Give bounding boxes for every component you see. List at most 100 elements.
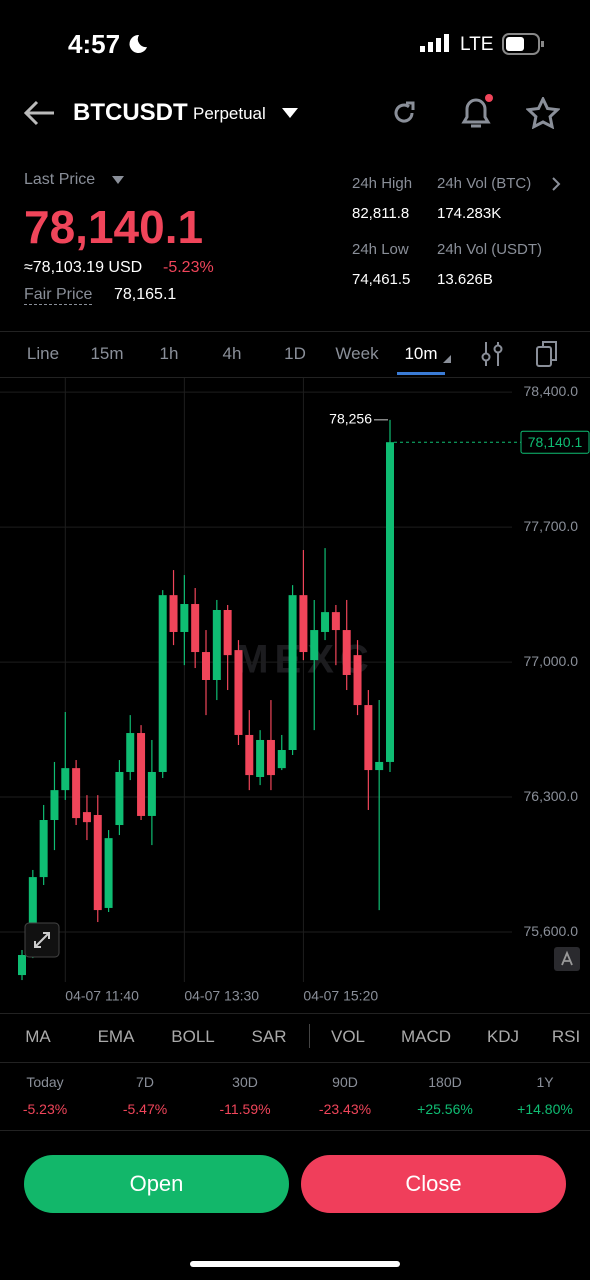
- candle-body: [234, 650, 243, 735]
- symbol[interactable]: BTCUSDT: [73, 99, 188, 126]
- interval-tab[interactable]: 1D: [284, 344, 306, 363]
- candle-body: [245, 734, 254, 776]
- interval-tab[interactable]: 15m: [90, 344, 124, 363]
- fair-price: 78,165.1: [114, 286, 177, 303]
- interval-tab[interactable]: 4h: [222, 344, 242, 363]
- candle-body: [256, 739, 265, 778]
- auto-scale-button[interactable]: [554, 947, 580, 971]
- more-stats[interactable]: [550, 176, 562, 192]
- indicator-tab[interactable]: RSI: [551, 1027, 581, 1046]
- last-price: 78,140.1: [24, 201, 204, 253]
- period-change: -5.23%: [22, 1101, 68, 1117]
- divider: [0, 1130, 590, 1131]
- indicator-separator: [309, 1024, 310, 1048]
- favorite-button[interactable]: [526, 97, 560, 129]
- indicator-bar: MA EMA BOLL SAR VOL MACD KDJ RSI: [0, 1013, 590, 1061]
- candle-body: [137, 733, 146, 816]
- stat-label: 24h Vol (USDT): [437, 241, 543, 258]
- indicator-tab[interactable]: SAR: [251, 1027, 287, 1046]
- high-label: 78,256: [329, 411, 372, 427]
- stat-value: 174.283K: [437, 205, 502, 222]
- stat-value: 74,461.5: [352, 271, 411, 288]
- candle-body: [191, 604, 200, 653]
- y-tick-label: 77,000.0: [524, 653, 579, 669]
- candle-body: [18, 955, 26, 976]
- network-label: LTE: [460, 34, 494, 55]
- y-tick-label: 76,300.0: [524, 788, 579, 804]
- last-price-tag: [520, 430, 590, 454]
- period-label: 30D: [232, 1074, 258, 1090]
- stat-label: 24h Vol (BTC): [437, 175, 532, 192]
- period-label: 180D: [428, 1074, 462, 1090]
- status-time: 4:57: [68, 29, 121, 59]
- candle-body: [147, 771, 156, 816]
- period-change: +25.56%: [417, 1101, 473, 1117]
- candle-body: [104, 838, 113, 908]
- x-tick-label: 04-07 11:40: [65, 988, 139, 1004]
- period-change: -11.59%: [219, 1101, 271, 1117]
- battery-icon: [502, 33, 544, 55]
- divider: [0, 331, 590, 332]
- candle-body: [61, 768, 70, 791]
- contract-type[interactable]: Perpetual: [193, 104, 266, 123]
- interval-tab[interactable]: 1h: [159, 344, 179, 363]
- stat-label: 24h Low: [352, 241, 409, 258]
- chart-settings-button[interactable]: [480, 340, 504, 368]
- y-tick-label: 77,700.0: [524, 518, 579, 534]
- period-label: 7D: [136, 1074, 154, 1090]
- candle-body: [28, 877, 37, 956]
- interval-dropdown[interactable]: [443, 355, 451, 363]
- candle-body: [288, 595, 297, 751]
- candle-body: [342, 630, 351, 675]
- fullscreen-button[interactable]: [24, 922, 60, 958]
- interval-tab[interactable]: 10m: [404, 344, 438, 363]
- candle-body: [126, 733, 135, 772]
- candle-body: [375, 761, 384, 771]
- candle-body: [115, 771, 124, 826]
- period-change: -23.43%: [318, 1101, 372, 1117]
- indicator-tab[interactable]: BOLL: [171, 1027, 215, 1046]
- alert-button[interactable]: [456, 92, 496, 130]
- fair-price-label[interactable]: Fair Price: [24, 286, 93, 305]
- refresh-button[interactable]: [388, 97, 420, 129]
- dropdown-icon[interactable]: [111, 175, 125, 185]
- back-button[interactable]: [22, 98, 56, 128]
- candle-body: [266, 739, 275, 776]
- indicator-tab[interactable]: KDJ: [486, 1027, 520, 1046]
- usd-price: ≈78,103.19 USD: [24, 259, 143, 276]
- period-change: +14.80%: [517, 1101, 573, 1117]
- moon-icon: [129, 34, 147, 53]
- copy-button[interactable]: [535, 339, 559, 369]
- indicator-tab[interactable]: EMA: [97, 1027, 135, 1046]
- candlestick-chart: MEXC75,600.076,300.077,000.077,700.078,4…: [0, 378, 590, 1004]
- divider: [0, 377, 590, 378]
- price-change: -5.23%: [163, 259, 214, 276]
- candle-body: [180, 604, 189, 632]
- interval-tab[interactable]: Line: [26, 344, 60, 363]
- period-label: 90D: [332, 1074, 358, 1090]
- indicator-tab[interactable]: VOL: [330, 1027, 366, 1046]
- indicator-tab[interactable]: MACD: [400, 1027, 452, 1046]
- last-price-tag-label: 78,140.1: [528, 434, 583, 450]
- candle-body: [202, 652, 210, 680]
- divider: [0, 1013, 590, 1014]
- indicator-tab[interactable]: MA: [25, 1027, 51, 1046]
- candle-body: [82, 812, 91, 823]
- interval-tab[interactable]: Week: [335, 344, 379, 363]
- candle-body: [299, 595, 308, 653]
- stat-label: 24h High: [352, 175, 413, 192]
- close-button[interactable]: Close: [301, 1155, 566, 1213]
- candle-body: [169, 595, 178, 632]
- y-tick-label: 78,400.0: [524, 383, 579, 399]
- candle-body: [331, 612, 340, 631]
- last-price-label[interactable]: Last Price: [24, 171, 96, 188]
- candle-body: [158, 595, 167, 772]
- x-tick-label: 04-07 13:30: [184, 988, 259, 1004]
- candle-body: [39, 820, 48, 878]
- open-button[interactable]: Open: [24, 1155, 289, 1213]
- candle-body: [277, 750, 286, 769]
- dropdown-icon[interactable]: [281, 107, 299, 119]
- home-indicator: [190, 1261, 400, 1267]
- candle-body: [321, 612, 330, 632]
- active-interval-indicator: [397, 372, 445, 375]
